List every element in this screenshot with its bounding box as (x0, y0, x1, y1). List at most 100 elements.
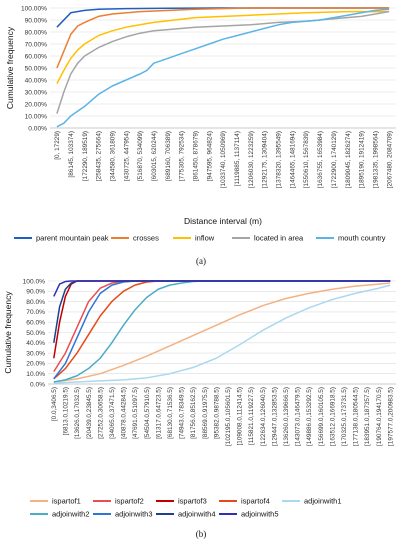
legend-label: located in area (254, 234, 304, 243)
x-tick-label: [122634.0,126040.5) (260, 387, 267, 446)
x-tick-label: [109008.0,112414.5) (237, 387, 244, 446)
series-line-adjoinwith2 (53, 280, 391, 383)
x-tick-label: [430725, 447954) (123, 131, 130, 181)
legend-label: adjoinwith1 (304, 497, 342, 506)
y-tick-label: 50.0% (26, 330, 45, 337)
y-tick-label: 90.0% (26, 289, 45, 296)
legend: ispartof1 ispartof2 ispartof3 ispartof4 adjo… (30, 497, 342, 519)
y-tick-label: 80.00% (25, 29, 48, 36)
series-line-adjoinwith3 (53, 280, 391, 380)
series-line-adjoinwith5 (53, 280, 391, 297)
x-tick-label: [149886.0,153292.5) (306, 387, 313, 446)
series-line-mouth-country (56, 8, 390, 128)
legend: parent mountain peak crosses inflow located… (14, 234, 386, 243)
x-tick-label: [1550610, 1567839) (303, 131, 310, 188)
y-tick-label: 40.0% (26, 340, 45, 347)
legend-label: adjoinwith3 (115, 510, 153, 519)
y-tick-label: 30.00% (25, 89, 48, 96)
series-line-adjoinwith1 (53, 284, 391, 384)
x-tick-label: [6813.0,10219.5) (63, 387, 70, 435)
y-tick-label: 60.0% (26, 320, 45, 327)
x-tick-label: [74943.0,78349.5) (179, 387, 186, 439)
x-tick-label: [143073.0,146479.5) (295, 387, 302, 446)
x-tick-label: [183951.0,187357.5) (364, 387, 371, 446)
y-tick-label: 0.0% (30, 381, 45, 388)
series-line-ispartof4 (53, 280, 391, 380)
x-tick-label: [34065.0,37471.5) (109, 387, 116, 439)
caption: (a) (196, 256, 206, 266)
x-tick-label: [20439.0,23845.5) (86, 387, 93, 439)
x-axis-title: Distance interval (m) (184, 216, 262, 226)
x-tick-label: [88569.0,91975.5) (202, 387, 209, 439)
legend-label: ispartof2 (115, 497, 144, 506)
chart-a: 0.00% 10.00% 20.00% 30.00% 40.00% 50.00% 60.00… (5, 5, 396, 266)
y-tick-label: 10.0% (26, 371, 45, 378)
x-tick-label: [775305, 792534) (179, 131, 186, 181)
x-tick-label: [1292175, 1309404) (262, 131, 269, 188)
x-tick-label: [115821.0,119227.5) (248, 387, 255, 445)
series-line-ispartof2 (53, 280, 391, 373)
y-tick-label: 80.0% (26, 299, 45, 306)
x-tick-label: [170325.0,173731.5) (341, 387, 348, 446)
y-tick-label: 40.00% (25, 77, 48, 84)
x-tick-label: [27252.0,30658.5) (97, 387, 104, 439)
x-tick-label: [102195.0,105601.5) (225, 387, 232, 446)
x-tick-label: [1981335, 1998564) (372, 131, 379, 188)
x-tick-label: [13626.0,17032.5) (74, 387, 81, 439)
legend-label: adjoinwith4 (178, 510, 216, 519)
y-tick-label: 60.00% (25, 53, 48, 60)
legend-label: adjoinwith5 (241, 510, 279, 519)
x-tick-label: [1119885, 1137114) (234, 131, 241, 186)
x-tick-label: [163512.0,166918.5) (329, 387, 336, 446)
x-tick-label: [1809045, 1826274) (345, 131, 352, 188)
y-tick-label: 30.0% (26, 350, 45, 357)
series-line-inflow (56, 10, 390, 84)
y-axis-title: Cumulative frequency (3, 291, 13, 374)
series-line-parent-mountain-peak (56, 7, 390, 28)
legend-label: inflow (195, 234, 215, 243)
y-tick-label: 50.00% (25, 65, 48, 72)
legend-label: ispartof4 (241, 497, 270, 506)
x-tick-label: [1636755, 1653984) (317, 131, 324, 188)
y-axis-title: Cumulative frequency (5, 26, 15, 109)
x-tick-label: [81756.0,85162.5) (190, 387, 197, 439)
x-tick-label: [172290, 189519) (82, 131, 89, 181)
x-tick-label: [1033740, 1050969) (220, 131, 227, 188)
legend-label: crosses (133, 234, 159, 243)
x-tick-label: [177138.0,180544.5) (353, 387, 360, 446)
y-tick-label: 100.0% (23, 278, 46, 285)
x-tick-label: [1206030, 1223259) (248, 131, 255, 188)
caption: (b) (196, 529, 207, 539)
y-tick-label: 10.00% (25, 113, 48, 120)
legend-label: ispartof3 (178, 497, 207, 506)
legend-label: adjoinwith2 (52, 510, 90, 519)
x-tick-label: [1722900, 1740129) (331, 131, 338, 188)
x-tick-label: [258435, 275664) (96, 131, 103, 181)
x-tick-label: [54504.0,57910.5) (144, 387, 151, 439)
x-tick-label: [136260.0,139666.5) (283, 387, 290, 446)
series-line-crosses (56, 7, 390, 69)
x-tick-label: [1895190, 1912419) (359, 131, 366, 188)
x-tick-label: [156699.0,160105.5) (318, 387, 325, 446)
series-line-ispartof3 (53, 280, 391, 359)
legend-label: ispartof1 (52, 497, 81, 506)
x-tick-label: [603015, 620244) (151, 131, 158, 181)
x-tick-label: [68130.0,71536.5) (167, 387, 174, 439)
y-tick-label: 0.00% (28, 125, 47, 132)
x-tick-label: [129447.0,132853.5) (271, 387, 278, 446)
x-tick-label: [2067480, 2084709) (386, 131, 393, 188)
y-tick-label: 70.00% (25, 41, 48, 48)
y-tick-label: 100.00% (21, 5, 47, 12)
legend-label: parent mountain peak (36, 234, 109, 243)
x-tick-label: [861450, 878679) (193, 131, 200, 181)
x-tick-label: [516870, 534099) (137, 131, 144, 181)
series-line-located-in-area (56, 10, 390, 114)
series-line-ispartof1 (53, 282, 391, 383)
x-tick-label: [344580, 361809) (109, 131, 116, 181)
x-tick-label: [95382.0,98788.5) (213, 387, 220, 439)
x-tick-label: [47691.0,51097.5) (132, 387, 139, 439)
legend-label: mouth country (338, 234, 386, 243)
y-tick-label: 20.00% (25, 101, 48, 108)
x-tick-label: [947595, 964824) (206, 131, 213, 181)
x-tick-label: [190764.0,194170.5) (376, 387, 383, 446)
